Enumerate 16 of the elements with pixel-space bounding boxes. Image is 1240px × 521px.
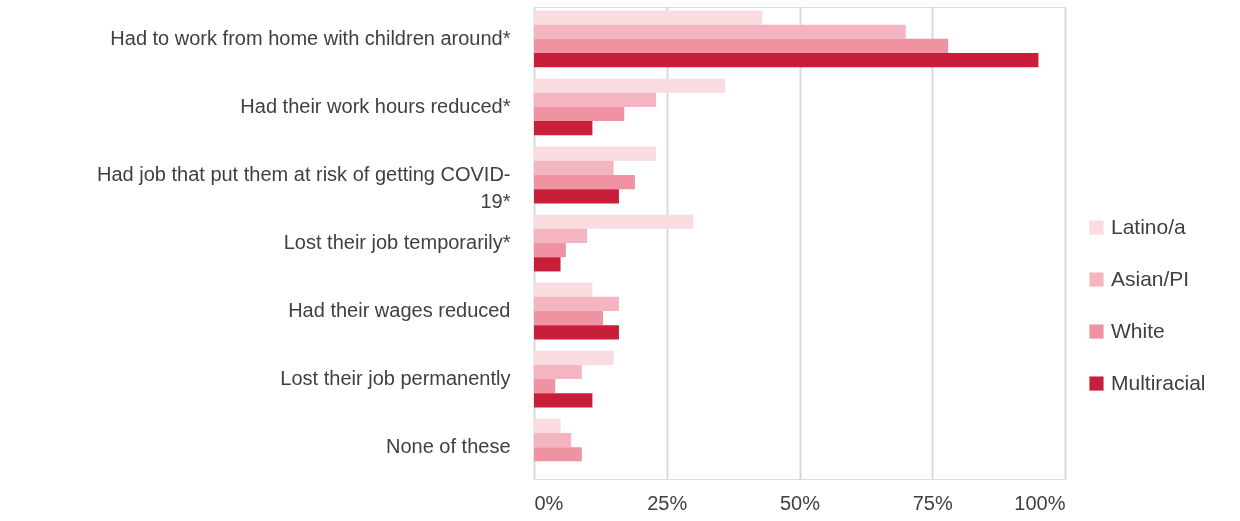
y-tick-label: Lost their job permanently — [280, 367, 511, 390]
x-tick-label: 25% — [647, 491, 688, 514]
x-tick-label: 0% — [534, 491, 564, 514]
y-tick-label: Had to work from home with children around* — [110, 26, 511, 49]
legend-label: Latino/a — [1111, 214, 1187, 238]
y-tick-label: None of these — [385, 435, 511, 458]
legend-label: Asian/PI — [1111, 266, 1190, 290]
x-tick-label: 50% — [779, 491, 821, 514]
y-tick-label: Had their wages reduced — [288, 299, 511, 322]
x-tick-label: 100% — [1014, 491, 1066, 514]
legend-label: Multiracial — [1111, 370, 1206, 394]
y-tick-label: Had job that put them at risk of getting COVID-19* — [96, 162, 511, 212]
legend-label: White — [1111, 318, 1165, 342]
y-tick-label: Lost their job temporarily* — [283, 231, 511, 253]
y-tick-label: Had their work hours reduced* — [240, 94, 511, 117]
x-tick-label: 75% — [912, 491, 953, 514]
